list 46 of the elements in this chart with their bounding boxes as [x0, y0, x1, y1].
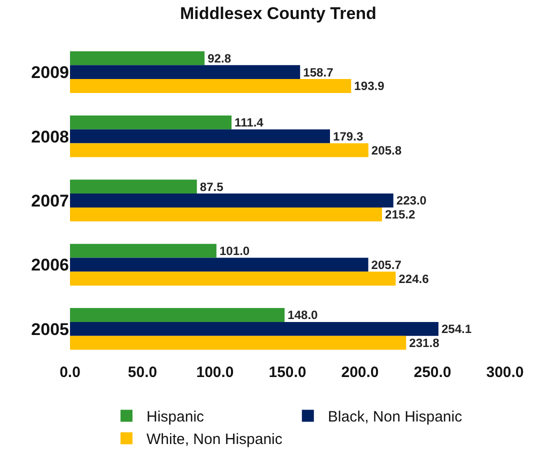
bar	[70, 258, 368, 272]
y-tick-label: 2007	[31, 191, 69, 210]
data-label: 158.7	[303, 65, 334, 80]
data-label: 193.9	[354, 79, 385, 94]
data-label: 231.8	[409, 336, 440, 350]
data-label: 215.2	[385, 208, 416, 222]
y-tick-label: 2008	[31, 127, 69, 146]
bar	[70, 143, 368, 158]
y-tick-label: 2006	[31, 256, 69, 275]
data-label: 205.7	[371, 258, 402, 272]
x-tick-label: 0.0	[60, 364, 80, 381]
data-label: 87.5	[200, 180, 224, 194]
data-label: 205.8	[371, 143, 402, 158]
data-label: 101.0	[219, 244, 250, 258]
bar	[70, 51, 205, 66]
bar	[70, 308, 285, 322]
data-label: 148.0	[288, 308, 318, 322]
x-tick-label: 100.0	[196, 364, 234, 381]
y-tick-label: 2005	[31, 320, 69, 339]
bar	[70, 272, 396, 286]
x-tick-label: 250.0	[414, 364, 452, 381]
bar	[70, 322, 438, 336]
bar	[70, 180, 197, 194]
bar	[70, 207, 382, 222]
bar	[70, 336, 406, 350]
x-tick-label: 200.0	[341, 364, 379, 381]
x-tick-label: 150.0	[268, 364, 306, 381]
data-label: 223.0	[396, 194, 427, 208]
y-tick-label: 2009	[31, 63, 69, 82]
chart-title: Middlesex County Trend	[180, 4, 376, 23]
bar	[70, 244, 216, 258]
data-label: 254.1	[441, 322, 472, 336]
data-label: 224.6	[398, 272, 430, 286]
bar	[70, 79, 352, 93]
x-tick-label: 300.0	[486, 364, 524, 381]
legend-label: Black, Non Hispanic	[328, 408, 463, 426]
bar	[70, 194, 394, 208]
legend-label: White, Non Hispanic	[146, 431, 283, 448]
bar	[70, 129, 330, 144]
data-label: 92.8	[208, 51, 232, 66]
bar	[70, 65, 300, 80]
bar	[70, 115, 232, 130]
x-tick-label: 50.0	[128, 364, 158, 381]
data-label: 179.3	[333, 129, 364, 144]
data-label: 111.4	[234, 116, 264, 130]
legend-label: Hispanic	[146, 408, 205, 426]
